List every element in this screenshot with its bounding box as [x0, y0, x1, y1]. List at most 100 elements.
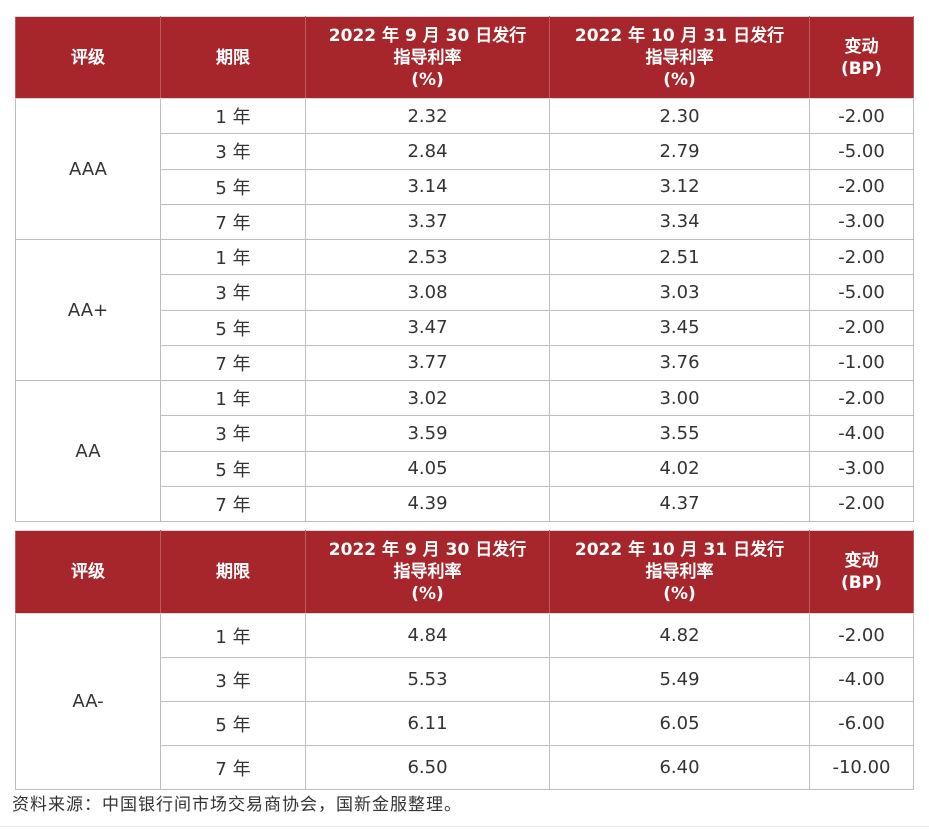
header-oct-line1: 2022 年 10 月 31 日发行 [574, 25, 785, 46]
oct-rate-cell: 3.45 [549, 309, 810, 346]
header-change-line1: 变动 [844, 551, 879, 571]
source-note: 资料来源：中国银行间市场交易商协会，国新金服整理。 [12, 795, 462, 815]
table-row: AAA 1 年 2.32 2.30 -2.00 [15, 97, 914, 240]
sep-rate-cell: 4.05 [305, 450, 550, 487]
table-row: 5 年 3.47 3.45 -2.00 [16, 309, 914, 346]
change-cell: -1.00 [809, 344, 914, 382]
table-row: 3 年 2.84 2.79 -5.00 [16, 133, 914, 170]
tenor-cell: 5 年 [160, 309, 306, 346]
header-sep-line3: (%) [411, 584, 444, 604]
table-row: 7 年 6.50 6.40 -10.00 [16, 745, 914, 790]
tenor-cell: 1 年 [160, 238, 306, 276]
oct-rate-cell: 3.55 [549, 415, 810, 452]
oct-rate-cell: 6.40 [549, 745, 810, 790]
table-row: 5 年 6.11 6.05 -6.00 [16, 701, 914, 746]
header-sep-line1: 2022 年 9 月 30 日发行 [328, 540, 527, 560]
sep-rate-cell: 3.14 [305, 168, 550, 205]
table-row: 5 年 3.14 3.12 -2.00 [16, 168, 914, 205]
header-oct-rate: 2022 年 10 月 31 日发行 指导利率 (%) [549, 530, 810, 614]
rating-cell: AAA [15, 98, 161, 240]
change-cell: -4.00 [809, 657, 914, 702]
tenor-cell: 5 年 [160, 701, 306, 746]
sep-rate-cell: 4.84 [305, 613, 550, 658]
header-oct-line2: 指导利率 [645, 47, 714, 68]
change-cell: -3.00 [809, 450, 914, 487]
oct-rate-cell: 3.03 [549, 274, 810, 311]
table-row: 7 年 3.37 3.34 -3.00 [16, 203, 914, 241]
header-sep-rate: 2022 年 9 月 30 日发行 指导利率 (%) [305, 16, 550, 99]
sep-rate-cell: 4.39 [305, 485, 550, 523]
sep-rate-cell: 3.37 [305, 203, 550, 241]
oct-rate-cell: 3.12 [549, 168, 810, 205]
table-header-row: 评级 期限 2022 年 9 月 30 日发行 指导利率 (%) 2022 年 … [15, 530, 914, 614]
tenor-cell: 1 年 [160, 379, 306, 417]
header-rating: 评级 [15, 16, 161, 99]
tenor-cell: 1 年 [160, 613, 306, 658]
change-cell: -2.00 [809, 613, 914, 658]
sep-rate-cell: 2.32 [305, 97, 550, 135]
oct-rate-cell: 4.37 [549, 485, 810, 523]
change-cell: -2.00 [809, 168, 914, 205]
table-row: AA- 1 年 4.84 4.82 -2.00 [15, 613, 914, 790]
oct-rate-cell: 6.05 [549, 701, 810, 746]
rates-table-lower: 评级 期限 2022 年 9 月 30 日发行 指导利率 (%) 2022 年 … [15, 530, 914, 790]
header-sep-rate: 2022 年 9 月 30 日发行 指导利率 (%) [305, 530, 550, 614]
table-row: 3 年 3.08 3.03 -5.00 [16, 274, 914, 311]
sep-rate-cell: 3.02 [305, 379, 550, 417]
header-rating: 评级 [15, 530, 161, 614]
table-row: 7 年 3.77 3.76 -1.00 [16, 344, 914, 382]
oct-rate-cell: 4.02 [549, 450, 810, 487]
sep-rate-cell: 2.84 [305, 133, 550, 170]
sep-rate-cell: 3.77 [305, 344, 550, 382]
oct-rate-cell: 2.79 [549, 133, 810, 170]
tenor-cell: 3 年 [160, 274, 306, 311]
change-cell: -2.00 [809, 309, 914, 346]
oct-rate-cell: 2.30 [549, 97, 810, 135]
oct-rate-cell: 3.00 [549, 379, 810, 417]
oct-rate-cell: 5.49 [549, 657, 810, 702]
sep-rate-cell: 3.47 [305, 309, 550, 346]
sep-rate-cell: 3.59 [305, 415, 550, 452]
oct-rate-cell: 4.82 [549, 613, 810, 658]
tenor-cell: 1 年 [160, 97, 306, 135]
sep-rate-cell: 5.53 [305, 657, 550, 702]
header-change: 变动 (BP) [809, 16, 914, 99]
header-sep-line1: 2022 年 9 月 30 日发行 [328, 25, 527, 46]
change-cell: -3.00 [809, 203, 914, 241]
header-change-line2: (BP) [841, 573, 882, 593]
tenor-cell: 3 年 [160, 133, 306, 170]
rating-cell: AA- [15, 613, 161, 790]
change-cell: -2.00 [809, 238, 914, 276]
footer-divider [0, 826, 929, 827]
tenor-cell: 7 年 [160, 344, 306, 382]
tenor-cell: 5 年 [160, 450, 306, 487]
rating-cell: AA+ [15, 239, 161, 381]
header-change-line2: (BP) [841, 58, 882, 79]
tenor-cell: 3 年 [160, 657, 306, 702]
sep-rate-cell: 6.50 [305, 745, 550, 790]
rates-table-upper: 评级 期限 2022 年 9 月 30 日发行 指导利率 (%) 2022 年 … [15, 16, 914, 523]
sep-rate-cell: 2.53 [305, 238, 550, 276]
header-sep-line2: 指导利率 [393, 562, 462, 582]
header-oct-line2: 指导利率 [645, 562, 714, 582]
rating-cell: AA [15, 380, 161, 522]
table-row: AA+ 1 年 2.53 2.51 -2.00 [15, 238, 914, 381]
sep-rate-cell: 6.11 [305, 701, 550, 746]
header-tenor: 期限 [160, 16, 306, 99]
header-oct-line1: 2022 年 10 月 31 日发行 [574, 540, 785, 560]
header-tenor: 期限 [160, 530, 306, 614]
header-sep-line2: 指导利率 [393, 47, 462, 68]
table-row: 7 年 4.39 4.37 -2.00 [16, 485, 914, 523]
table-header-row: 评级 期限 2022 年 9 月 30 日发行 指导利率 (%) 2022 年 … [15, 16, 914, 99]
tenor-cell: 5 年 [160, 168, 306, 205]
table-row: 5 年 4.05 4.02 -3.00 [16, 450, 914, 487]
tenor-cell: 3 年 [160, 415, 306, 452]
table-row: AA 1 年 3.02 3.00 -2.00 [15, 379, 914, 522]
table-body-upper: AAA 1 年 2.32 2.30 -2.00 3 年 2.84 2.79 -5.00 5 年 3.… [15, 97, 914, 523]
oct-rate-cell: 3.34 [549, 203, 810, 241]
change-cell: -2.00 [809, 97, 914, 135]
change-cell: -4.00 [809, 415, 914, 452]
change-cell: -10.00 [809, 745, 914, 790]
oct-rate-cell: 2.51 [549, 238, 810, 276]
header-change: 变动 (BP) [809, 530, 914, 614]
